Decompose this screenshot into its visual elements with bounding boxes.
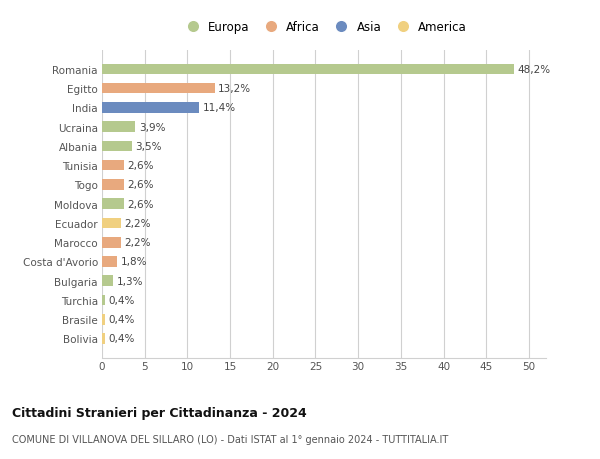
Text: 0,4%: 0,4% [109,314,135,325]
Bar [102,295,106,306]
Bar [102,103,199,113]
Bar [102,84,215,94]
Text: 11,4%: 11,4% [203,103,236,113]
Text: 0,4%: 0,4% [109,334,135,344]
Bar [102,161,124,171]
Bar [102,218,121,229]
Bar [102,276,113,286]
Bar [102,199,124,210]
Text: 3,5%: 3,5% [136,142,162,151]
Text: 2,2%: 2,2% [124,238,151,248]
Bar [102,64,514,75]
Bar [102,334,106,344]
Text: 13,2%: 13,2% [218,84,251,94]
Bar [102,122,136,133]
Text: 2,6%: 2,6% [128,199,154,209]
Text: 2,2%: 2,2% [124,218,151,229]
Text: COMUNE DI VILLANOVA DEL SILLARO (LO) - Dati ISTAT al 1° gennaio 2024 - TUTTITALI: COMUNE DI VILLANOVA DEL SILLARO (LO) - D… [12,434,448,444]
Text: 2,6%: 2,6% [128,161,154,171]
Text: 0,4%: 0,4% [109,295,135,305]
Text: Cittadini Stranieri per Cittadinanza - 2024: Cittadini Stranieri per Cittadinanza - 2… [12,406,307,419]
Text: 1,3%: 1,3% [116,276,143,286]
Text: 1,8%: 1,8% [121,257,147,267]
Text: 3,9%: 3,9% [139,123,165,132]
Legend: Europa, Africa, Asia, America: Europa, Africa, Asia, America [176,17,472,39]
Bar [102,314,106,325]
Bar [102,237,121,248]
Text: 2,6%: 2,6% [128,180,154,190]
Bar [102,180,124,190]
Bar [102,141,132,152]
Text: 48,2%: 48,2% [517,65,550,75]
Bar [102,257,118,267]
